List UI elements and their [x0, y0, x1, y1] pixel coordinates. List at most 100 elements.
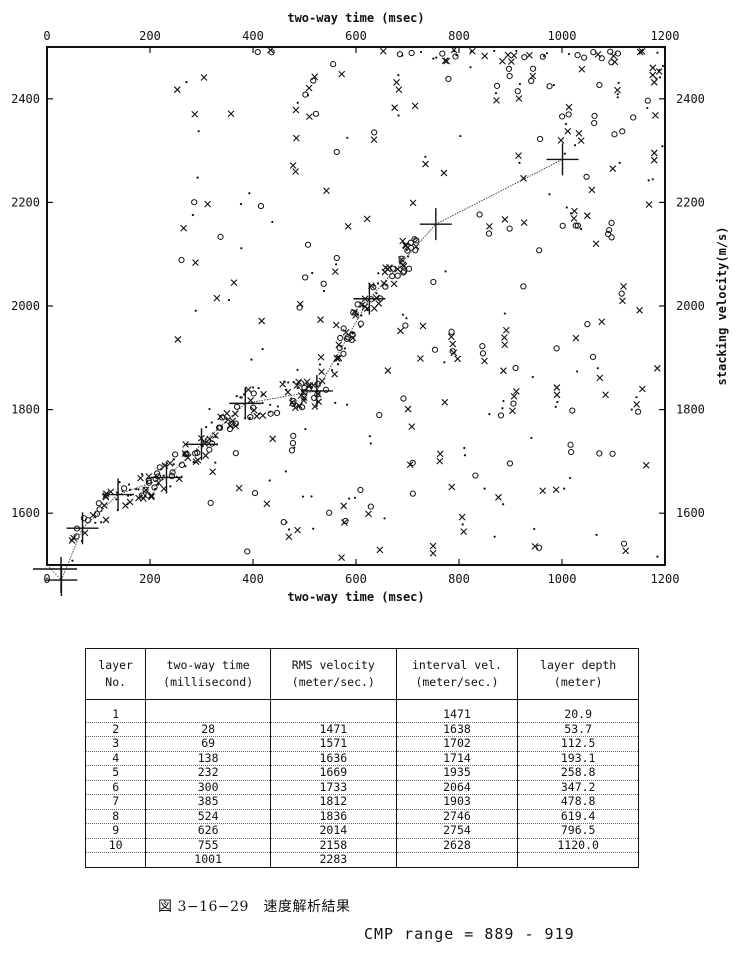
time-cell: 755: [145, 838, 271, 853]
cross-marker: [553, 384, 561, 391]
circle-marker: [608, 59, 615, 66]
cross-marker: [192, 259, 199, 267]
circle-marker: [250, 390, 257, 397]
dot-marker: [351, 332, 354, 335]
cross-marker: [260, 390, 267, 398]
dot-marker: [564, 122, 568, 126]
y-tick-label-left: 1800: [11, 403, 40, 417]
dot-marker: [533, 527, 536, 531]
cross-marker: [107, 488, 115, 496]
dot-marker: [285, 521, 288, 524]
cross-marker: [583, 212, 591, 220]
dot-marker: [310, 495, 313, 498]
circle-marker: [565, 111, 572, 118]
circle-marker: [546, 83, 553, 90]
cross-marker: [652, 111, 659, 119]
circle-marker: [497, 412, 505, 419]
dot-marker: [542, 54, 546, 58]
x-tick-label-bottom: 200: [139, 572, 161, 586]
cross-marker: [258, 317, 266, 325]
circle-marker: [618, 290, 625, 297]
circle-marker: [611, 131, 618, 138]
rms-cell: 1669: [269, 765, 397, 781]
header-rms-line1: RMS velocity: [291, 658, 375, 672]
dot-marker: [635, 396, 638, 399]
layer-no-cell: 9: [84, 823, 147, 839]
dot-marker: [501, 407, 504, 410]
cross-marker: [565, 103, 573, 111]
y-axis-title: stacking velocity(m/s): [715, 227, 729, 386]
dot-marker: [576, 370, 579, 373]
header-time-line2: (millisecond): [163, 675, 254, 689]
velocity-pick: [185, 428, 218, 461]
circle-marker: [510, 400, 517, 407]
circle-marker: [607, 48, 614, 55]
cross-marker: [515, 152, 522, 159]
circle-marker: [591, 120, 598, 127]
dot-marker: [348, 497, 351, 500]
header-time: two-way time (millisecond): [145, 648, 271, 700]
circle-marker: [354, 301, 361, 308]
dot-marker: [443, 361, 446, 364]
circle-marker: [142, 486, 149, 493]
dot-marker: [424, 155, 427, 158]
dot-marker: [214, 461, 217, 464]
circle-marker: [630, 114, 637, 121]
scatter-markers: [68, 46, 664, 562]
velocity-pick: [353, 282, 386, 315]
cross-marker: [338, 70, 346, 78]
dot-marker: [239, 396, 242, 399]
circle-marker: [217, 233, 224, 240]
circle-marker: [448, 328, 455, 335]
cross-marker: [200, 74, 208, 81]
dot-marker: [618, 161, 621, 164]
cross-marker: [481, 357, 488, 365]
circle-marker: [400, 395, 407, 402]
cross-marker: [501, 341, 509, 349]
cross-marker: [520, 219, 528, 227]
circle-marker: [337, 334, 344, 342]
cross-marker: [332, 321, 340, 329]
cmp-range: CMP range = 889 - 919: [364, 925, 575, 943]
rms-cell: 1836: [269, 809, 397, 824]
dot-marker: [296, 387, 299, 390]
y-tick-label-left: 2000: [11, 299, 40, 313]
circle-marker: [357, 320, 364, 327]
cross-marker: [323, 187, 330, 195]
cross-marker: [512, 388, 520, 395]
cross-marker: [508, 58, 515, 65]
cross-marker: [572, 334, 580, 342]
dot-marker: [296, 101, 299, 104]
circle-marker: [290, 432, 297, 439]
dot-marker: [647, 179, 650, 182]
velocity-function-line: [61, 159, 563, 581]
circle-marker: [254, 48, 261, 56]
circle-marker: [512, 364, 519, 372]
circle-marker: [479, 343, 486, 350]
dot-marker: [530, 436, 533, 440]
dot-marker: [376, 282, 380, 285]
circle-marker: [411, 236, 418, 243]
depth-cell: 478.8: [517, 794, 639, 810]
cross-marker: [180, 224, 188, 232]
y-tick-label-right: 1600: [676, 506, 705, 520]
dot-marker: [293, 446, 296, 449]
circle-marker: [320, 280, 327, 287]
cross-marker: [402, 242, 410, 250]
cross-marker: [650, 149, 658, 157]
velocity-function-start: [46, 564, 62, 581]
header-layer-line1: layer: [98, 658, 133, 672]
circle-marker: [298, 380, 305, 387]
circle-marker: [370, 284, 377, 291]
velocity-pick: [102, 478, 135, 511]
cross-marker: [335, 354, 343, 362]
dot-marker: [656, 555, 659, 558]
circle-marker: [340, 325, 347, 332]
dot-marker: [556, 400, 559, 404]
dot-marker: [235, 395, 238, 398]
dot-marker: [368, 435, 371, 438]
cross-marker: [441, 57, 449, 65]
depth-cell: 112.5: [517, 736, 639, 752]
circle-marker: [247, 413, 254, 421]
table-row: 2 28 1471 1638 53.7: [84, 722, 639, 737]
